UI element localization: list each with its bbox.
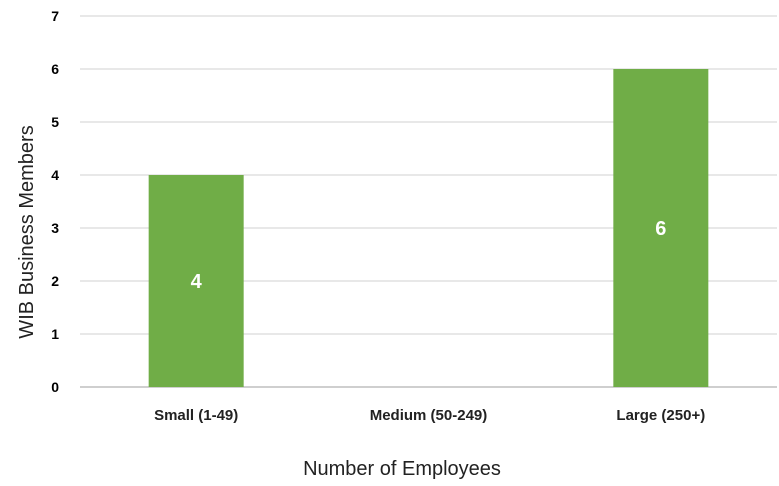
data-label: 6: [655, 218, 666, 240]
y-axis-ticks: 0 1 2 3 4 5 6 7: [51, 8, 59, 395]
data-label: 4: [191, 271, 203, 293]
y-tick-label: 2: [51, 273, 59, 289]
x-axis-title: Number of Employees: [303, 458, 501, 480]
x-tick-label: Small (1-49): [154, 407, 238, 424]
data-labels: 46: [191, 218, 667, 293]
bar: [613, 69, 709, 387]
y-tick-label: 6: [51, 61, 59, 77]
y-tick-label: 5: [51, 114, 59, 130]
x-axis-ticks: Small (1-49) Medium (50-249) Large (250+): [154, 407, 705, 424]
y-tick-label: 3: [51, 220, 59, 236]
x-tick-label: Medium (50-249): [370, 407, 488, 424]
y-axis-title: WIB Business Members: [16, 125, 38, 338]
y-tick-label: 1: [51, 326, 59, 342]
y-tick-label: 4: [51, 167, 59, 183]
bar: [148, 175, 244, 387]
y-tick-label: 0: [51, 379, 59, 395]
y-tick-label: 7: [51, 8, 59, 24]
x-tick-label: Large (250+): [616, 407, 705, 424]
bars: [148, 69, 709, 387]
